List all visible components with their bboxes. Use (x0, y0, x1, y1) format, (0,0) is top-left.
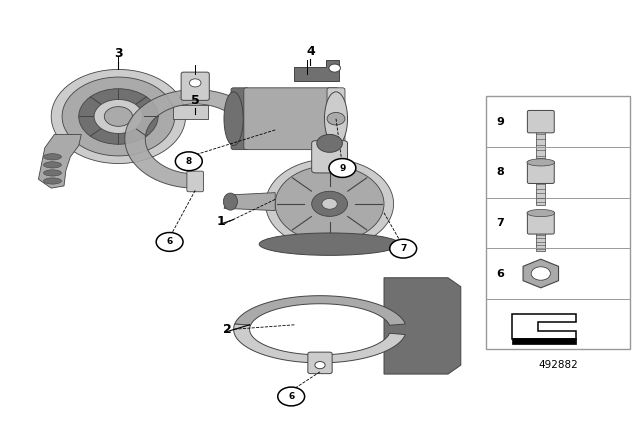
Polygon shape (38, 134, 81, 188)
FancyBboxPatch shape (244, 88, 339, 150)
Ellipse shape (527, 210, 555, 217)
Text: 8: 8 (497, 167, 504, 177)
Text: 6: 6 (166, 237, 173, 246)
Polygon shape (235, 296, 405, 325)
FancyBboxPatch shape (187, 171, 204, 192)
FancyBboxPatch shape (536, 233, 545, 251)
Polygon shape (125, 90, 258, 188)
Circle shape (79, 89, 158, 144)
FancyBboxPatch shape (327, 88, 345, 150)
Circle shape (322, 198, 337, 209)
Circle shape (266, 159, 394, 249)
Circle shape (390, 239, 417, 258)
FancyBboxPatch shape (527, 161, 554, 184)
FancyBboxPatch shape (312, 141, 348, 173)
FancyBboxPatch shape (527, 111, 554, 133)
Circle shape (156, 233, 183, 251)
Circle shape (278, 387, 305, 406)
Circle shape (531, 267, 550, 280)
Text: 2: 2 (223, 323, 232, 336)
Text: 7: 7 (400, 244, 406, 253)
Ellipse shape (527, 159, 555, 166)
Polygon shape (224, 193, 275, 211)
Ellipse shape (259, 233, 400, 255)
Text: 4: 4 (306, 45, 315, 58)
Text: 9: 9 (497, 116, 504, 127)
Text: 8: 8 (186, 157, 192, 166)
Circle shape (275, 166, 384, 242)
FancyBboxPatch shape (512, 339, 576, 344)
FancyBboxPatch shape (536, 182, 545, 205)
Circle shape (329, 64, 340, 72)
Text: 5: 5 (191, 94, 200, 108)
Circle shape (189, 79, 201, 87)
Circle shape (62, 77, 175, 156)
Polygon shape (294, 60, 339, 81)
Circle shape (94, 99, 143, 134)
Ellipse shape (223, 193, 237, 210)
Text: 6: 6 (288, 392, 294, 401)
Polygon shape (234, 324, 405, 363)
FancyBboxPatch shape (181, 72, 209, 100)
Circle shape (104, 107, 132, 126)
Circle shape (329, 159, 356, 177)
Polygon shape (384, 278, 461, 374)
Ellipse shape (324, 92, 348, 146)
Text: 1: 1 (216, 215, 225, 228)
FancyBboxPatch shape (308, 352, 332, 374)
Circle shape (327, 112, 345, 125)
FancyBboxPatch shape (527, 212, 554, 234)
Text: 6: 6 (497, 268, 504, 279)
Polygon shape (173, 105, 208, 119)
Ellipse shape (224, 92, 243, 146)
Ellipse shape (44, 170, 61, 176)
Ellipse shape (44, 162, 61, 168)
Circle shape (51, 69, 186, 164)
Circle shape (315, 362, 325, 369)
Ellipse shape (44, 178, 61, 184)
Circle shape (175, 152, 202, 171)
Text: 7: 7 (497, 218, 504, 228)
Text: 9: 9 (339, 164, 346, 172)
Text: 492882: 492882 (538, 360, 579, 370)
Text: 3: 3 (114, 47, 123, 60)
FancyBboxPatch shape (486, 96, 630, 349)
Circle shape (317, 134, 342, 152)
Ellipse shape (44, 154, 61, 160)
FancyBboxPatch shape (231, 88, 249, 150)
Circle shape (312, 191, 348, 216)
FancyBboxPatch shape (536, 132, 545, 159)
